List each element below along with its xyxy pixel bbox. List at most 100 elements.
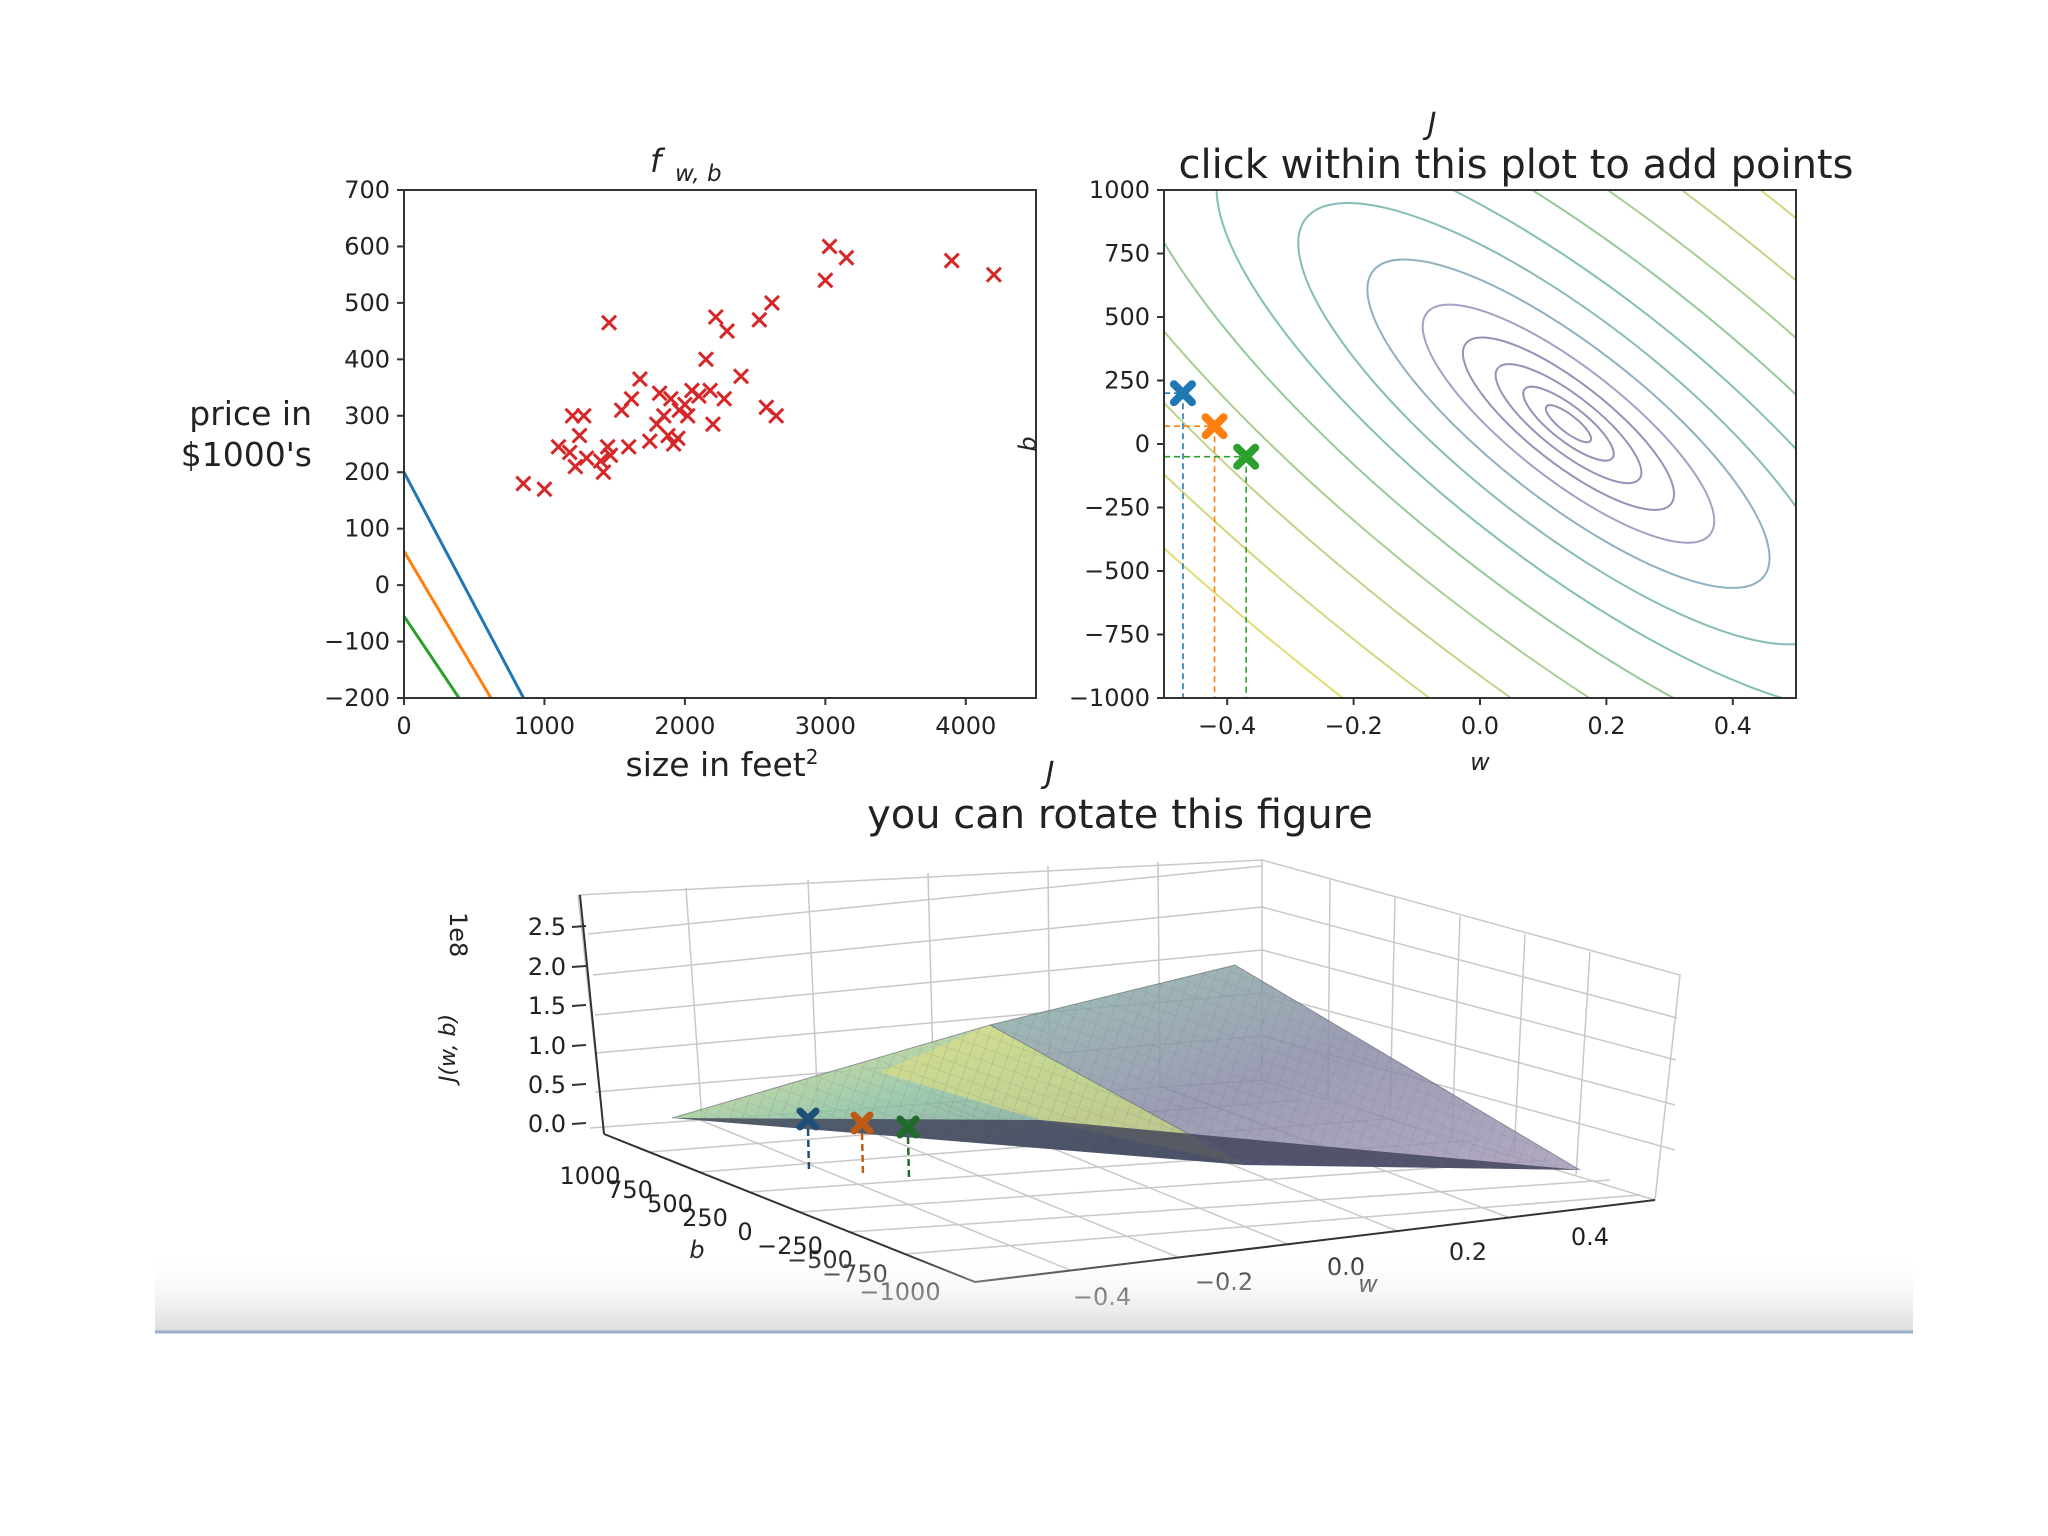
contour-line <box>1164 190 1796 698</box>
scatter-marker <box>620 438 637 455</box>
scatter-marker <box>676 396 693 413</box>
y-tick-label: 600 <box>344 232 390 260</box>
x-tick-label: −0.2 <box>1324 712 1382 740</box>
contour-clicked-points <box>1164 380 1260 698</box>
scatter-frame <box>403 189 1037 699</box>
y-tick-label: 1000 <box>1089 176 1150 204</box>
surface-point-marker <box>796 1107 820 1131</box>
surface-points <box>796 1107 920 1180</box>
contour-xlabel: w <box>1470 748 1490 776</box>
surface-point-marker <box>896 1115 920 1139</box>
fit-line <box>402 615 461 699</box>
x-tick-label: −0.4 <box>1198 712 1256 740</box>
scatter-marker <box>623 390 640 407</box>
scatter-marker <box>575 407 592 424</box>
surface-panel[interactable]: J you can rotate this figure <box>436 756 1681 1311</box>
b-tick-label: 1000 <box>559 1162 620 1190</box>
x-tick-label: 0 <box>396 712 411 740</box>
scatter-marker <box>651 385 668 402</box>
scatter-xlabel: size in feet2 <box>626 745 819 784</box>
scatter-marker <box>659 427 677 444</box>
surface-z-multiplier: 1e8 <box>444 912 472 957</box>
scatter-marker <box>707 308 724 326</box>
z-tick <box>571 1083 587 1086</box>
scatter-panel: f w, b price in $1000's size in feet2 0 1… <box>181 142 1037 784</box>
scatter-marker <box>985 266 1002 283</box>
contour-line <box>1215 190 1796 698</box>
contour-frame[interactable] <box>1163 189 1797 699</box>
y-tick-label: 500 <box>344 289 390 317</box>
scatter-marker <box>821 238 838 255</box>
b-tick-label: 500 <box>647 1190 693 1218</box>
y-tick-label: 300 <box>344 402 390 430</box>
contour-axis-ticks: −0.4 −0.2 0.0 0.2 0.4 −1000 −750 −500 −250 0 250 50… <box>1069 176 1752 740</box>
contour-subtitle: click within this plot to add points <box>1179 142 1854 188</box>
scatter-marker <box>690 387 707 405</box>
scatter-marker <box>595 464 612 481</box>
z-tick-label: 2.0 <box>528 953 566 981</box>
scatter-marker <box>561 444 578 461</box>
b-tick-label: 0 <box>737 1218 752 1246</box>
y-tick-label: −500 <box>1084 557 1150 585</box>
scatter-marker <box>704 416 722 433</box>
scatter-marker <box>578 450 595 467</box>
scatter-marker <box>669 430 686 447</box>
contour-line <box>1522 385 1615 462</box>
x-tick-label: 0.0 <box>1461 712 1499 740</box>
scatter-marker <box>697 351 715 368</box>
contour-line <box>1164 190 1796 698</box>
scatter-marker <box>838 249 855 266</box>
surface-point-stem <box>806 1128 811 1172</box>
scatter-title: f <box>650 142 666 180</box>
contour-panel[interactable]: J click within this plot to add points w… <box>446 0 2048 1410</box>
contour-line <box>1164 190 1796 698</box>
y-tick-label: −1000 <box>1069 684 1150 712</box>
contour-line <box>1461 336 1676 511</box>
z-tick <box>571 965 587 968</box>
surface-point-marker <box>850 1111 874 1135</box>
scatter-marker <box>550 438 567 455</box>
y-tick-label: 200 <box>344 458 390 486</box>
scatter-ylabel-line2: $1000's <box>181 435 312 474</box>
surface-point-stem <box>860 1132 865 1176</box>
y-tick-label: −100 <box>324 628 390 656</box>
z-tick-label: 1.5 <box>528 992 566 1020</box>
y-tick-label: −250 <box>1084 494 1150 522</box>
scatter-markers <box>515 238 1002 498</box>
contour-title: J <box>1423 107 1437 142</box>
w-tick-label: 0.4 <box>1571 1223 1609 1251</box>
clicked-point-marker <box>1233 443 1260 470</box>
scatter-marker <box>655 407 672 424</box>
z-tick-label: 1.0 <box>528 1032 566 1060</box>
contour-line <box>1421 303 1716 544</box>
scatter-marker <box>571 427 588 444</box>
scatter-marker <box>602 447 619 464</box>
scatter-fit-lines <box>402 471 525 699</box>
contour-lines <box>1164 190 1796 698</box>
contour-ylabel: b <box>1014 436 1042 451</box>
scatter-marker <box>515 475 532 492</box>
y-tick-label: 0 <box>1135 430 1150 458</box>
y-tick-label: 700 <box>344 176 390 204</box>
y-tick-label: −200 <box>324 684 390 712</box>
surface-title: J <box>1041 756 1055 791</box>
z-tick <box>571 1122 587 1125</box>
scatter-marker <box>763 294 781 311</box>
z-tick <box>571 925 587 928</box>
scatter-ylabel-line1: price in <box>189 394 312 433</box>
fit-line <box>402 471 525 699</box>
surface-point-stem <box>906 1136 911 1180</box>
contour-line <box>1297 201 1796 646</box>
b-tick-label: 250 <box>682 1204 728 1232</box>
z-tick-label: 0.5 <box>528 1071 566 1099</box>
z-tick-label: 0.0 <box>528 1110 566 1138</box>
scatter-marker <box>768 407 785 424</box>
surface-zlabel: J(w, b) <box>436 1014 461 1086</box>
scatter-marker <box>718 323 736 340</box>
x-tick-label: 4000 <box>935 712 996 740</box>
y-tick-label: 100 <box>344 515 390 543</box>
x-tick-label: 3000 <box>795 712 856 740</box>
z-tick <box>571 1004 587 1007</box>
contour-line <box>1544 404 1593 444</box>
